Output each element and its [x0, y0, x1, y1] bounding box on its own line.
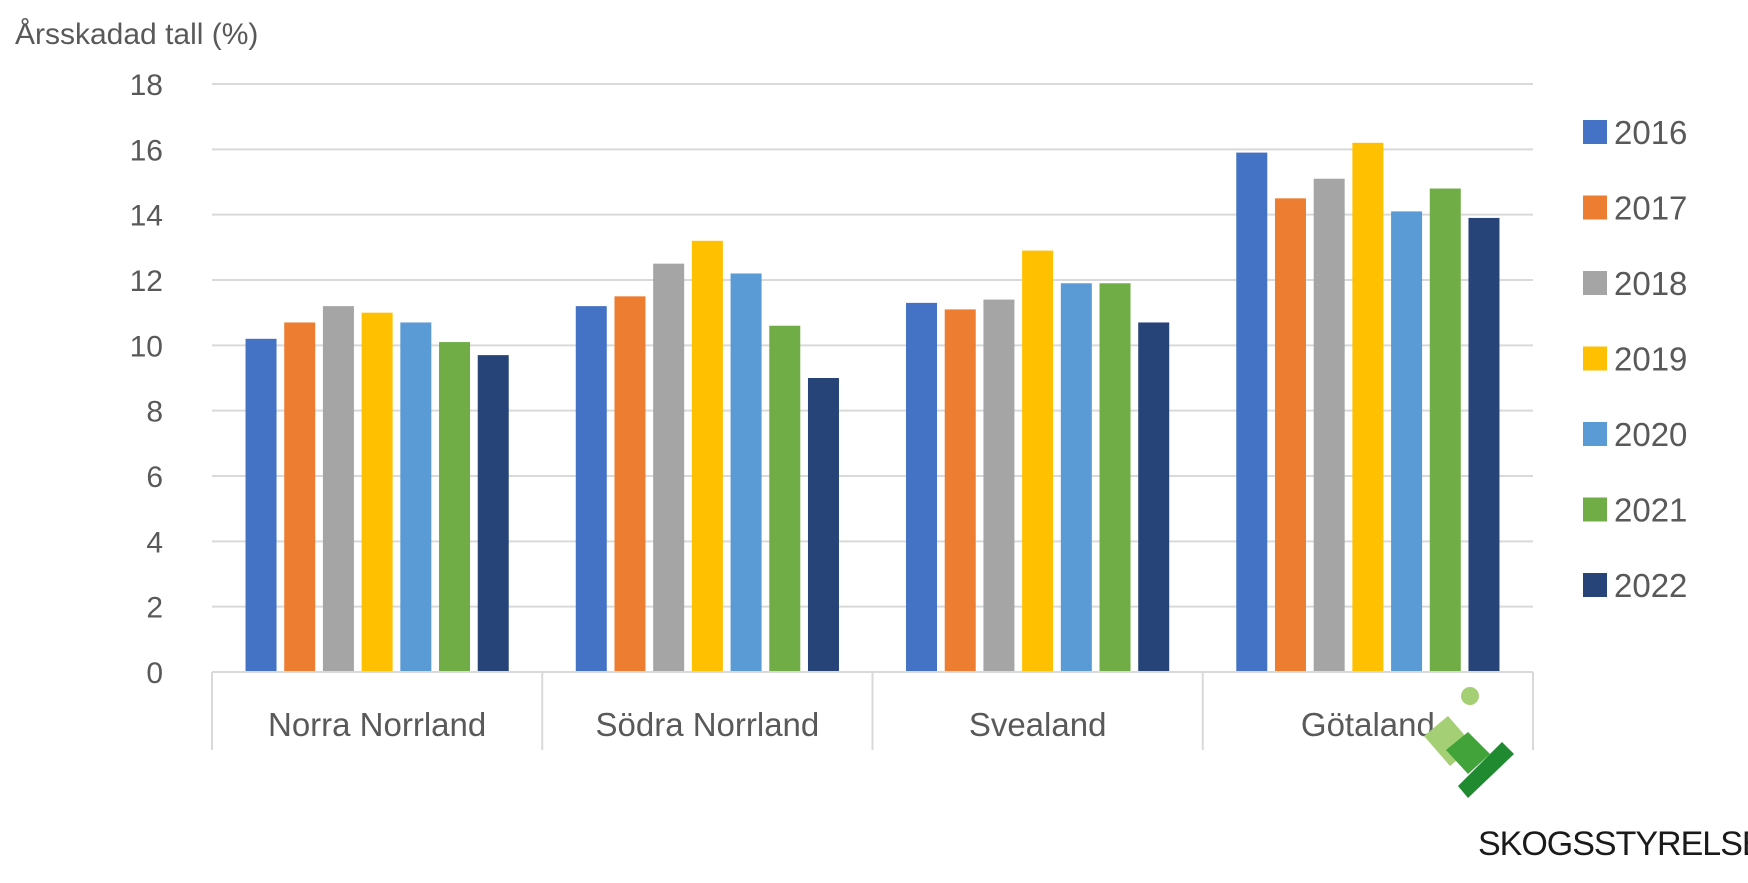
bar	[1468, 217, 1500, 672]
y-axis-ticks: 0 2 4 6 8 10 12 14 16 18	[130, 69, 163, 690]
category-label: Södra Norrland	[595, 706, 819, 743]
bar	[944, 309, 976, 672]
bar	[1313, 178, 1345, 672]
legend-swatch	[1583, 422, 1607, 446]
legend-swatch	[1583, 573, 1607, 597]
legend-label: 2016	[1614, 114, 1687, 151]
bars	[245, 142, 1500, 673]
bar	[1060, 283, 1092, 672]
bar	[245, 338, 277, 672]
category-label: Norra Norrland	[268, 706, 486, 743]
bar	[1236, 152, 1268, 673]
gridlines	[212, 83, 1533, 608]
category-labels: Norra Norrland Södra Norrland Svealand Göta…	[268, 706, 1435, 743]
y-tick-label: 10	[130, 330, 163, 363]
legend-swatch	[1583, 346, 1607, 371]
bar	[322, 306, 354, 672]
y-tick-label: 12	[130, 265, 163, 298]
bar	[575, 306, 607, 672]
bar	[284, 322, 316, 672]
legend-label: 2018	[1614, 265, 1687, 302]
bar	[807, 378, 839, 672]
logo-text: SKOGSSTYRELSEN	[1478, 825, 1748, 863]
legend-swatch	[1583, 195, 1607, 220]
legend-label: 2019	[1614, 341, 1687, 378]
y-tick-label: 6	[146, 461, 163, 494]
category-label: Götaland	[1301, 706, 1435, 743]
bar	[1391, 211, 1423, 672]
legend: 2016 2017 2018 2019 2020 2021 2022	[1583, 114, 1687, 604]
bar	[1138, 322, 1170, 672]
legend-swatch	[1583, 271, 1607, 295]
bar	[614, 296, 646, 672]
y-tick-label: 8	[146, 396, 163, 429]
bar	[691, 240, 723, 673]
bar	[400, 322, 432, 672]
skogsstyrelsen-logo-icon	[1424, 687, 1514, 798]
bar	[1274, 198, 1306, 673]
bar	[1022, 250, 1054, 672]
bar	[477, 355, 509, 672]
legend-label: 2017	[1614, 190, 1687, 227]
bar	[361, 312, 393, 672]
y-tick-label: 18	[130, 69, 163, 102]
bar	[769, 325, 801, 672]
bar	[439, 342, 471, 672]
bar	[906, 302, 938, 672]
category-label: Svealand	[969, 706, 1107, 743]
bar	[1429, 188, 1461, 673]
legend-label: 2021	[1614, 492, 1687, 529]
y-tick-label: 14	[130, 200, 163, 233]
x-axis	[211, 671, 1534, 750]
legend-label: 2022	[1614, 567, 1687, 604]
y-tick-label: 2	[146, 592, 163, 625]
bar	[653, 263, 685, 672]
bar	[730, 273, 762, 672]
bar	[1352, 142, 1384, 673]
bar	[983, 299, 1015, 672]
legend-label: 2020	[1614, 416, 1687, 453]
legend-swatch	[1583, 120, 1607, 144]
y-tick-label: 0	[146, 657, 163, 690]
y-tick-label: 4	[146, 526, 163, 559]
y-tick-label: 16	[130, 134, 163, 167]
bar	[1099, 283, 1131, 672]
legend-swatch	[1583, 497, 1607, 522]
y-axis-label: Årsskadad tall (%)	[15, 18, 258, 51]
